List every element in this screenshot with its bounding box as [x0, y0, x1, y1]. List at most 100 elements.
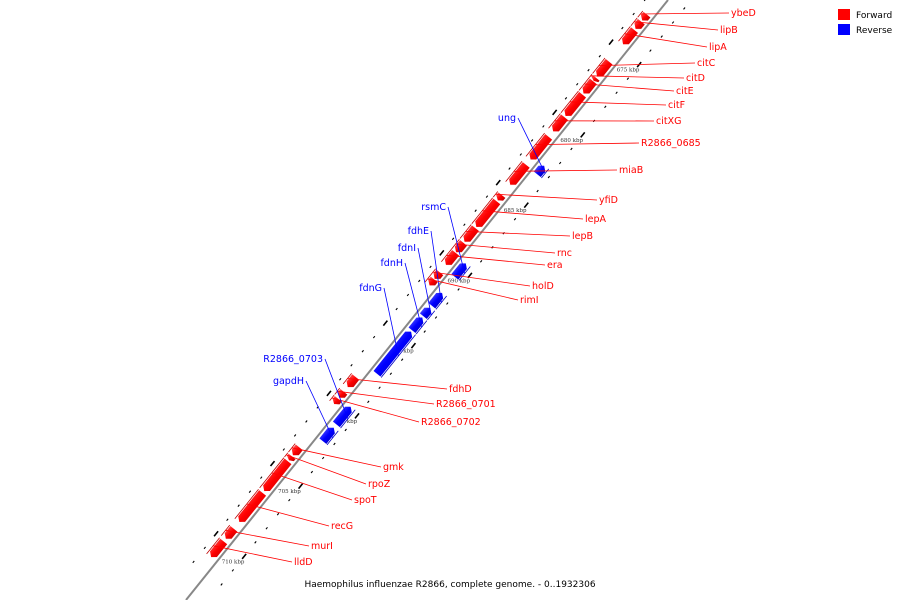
minor-tick-forward	[361, 349, 364, 353]
gene-gapdh-label[interactable]: gapdH	[273, 376, 304, 387]
minor-tick-reverse	[220, 583, 223, 586]
gene-ung-label[interactable]: ung	[498, 113, 516, 124]
gene-ybed-label[interactable]: ybeD	[731, 8, 756, 19]
gene-r2866-0702-label[interactable]: R2866_0702	[421, 417, 481, 428]
minor-tick-forward	[632, 12, 635, 16]
gene-r2866-0701-label[interactable]: R2866_0701	[436, 399, 496, 410]
legend-reverse-label: Reverse	[856, 26, 893, 36]
gene-rnc-label[interactable]: rnc	[557, 248, 572, 259]
gene-era-arrow[interactable]	[444, 249, 460, 266]
gene-muri-leader	[225, 529, 310, 547]
gene-ybed-arrow[interactable]	[640, 10, 652, 22]
minor-tick-reverse	[333, 442, 336, 446]
gene-gapdh-arrow[interactable]	[318, 427, 336, 445]
gene-citd-label[interactable]: citD	[686, 73, 705, 84]
minor-tick-reverse	[457, 288, 460, 291]
gene-miab-label[interactable]: miaB	[619, 165, 643, 176]
gene-r2866-0703-arrow[interactable]	[332, 405, 353, 429]
gene-lldd-arrow[interactable]	[209, 537, 229, 558]
gene-lipa-arrow[interactable]	[621, 26, 639, 45]
legend-forward-label: Forward	[856, 11, 892, 21]
minor-tick-forward	[237, 504, 240, 507]
minor-tick-forward	[587, 68, 590, 72]
gene-citc-arrow[interactable]	[595, 58, 614, 78]
genes	[206, 10, 652, 558]
gene-lepa-arrow[interactable]	[474, 197, 502, 228]
gene-hold-arrow[interactable]	[432, 268, 445, 280]
tick-label: 700 kbp	[335, 419, 358, 425]
gene-r2866-0703-label[interactable]: R2866_0703	[263, 354, 323, 365]
gene-cite-label[interactable]: citE	[676, 86, 694, 97]
gene-yfid-arrow[interactable]	[495, 191, 507, 202]
gene-fdni-arrow[interactable]	[418, 306, 432, 320]
gene-lipb-label[interactable]: lipB	[720, 25, 738, 36]
gene-cite-arrow[interactable]	[581, 77, 598, 95]
gene-lepb-label[interactable]: lepB	[572, 231, 593, 242]
gene-rimi-label[interactable]: rimI	[520, 295, 539, 306]
gene-muri-arrow[interactable]	[224, 525, 239, 540]
gene-muri-label[interactable]: murI	[311, 541, 333, 552]
gene-yfid-label[interactable]: yfiD	[599, 195, 618, 206]
gene-hold-label[interactable]: holD	[532, 281, 554, 292]
minor-tick-reverse	[558, 161, 562, 165]
gene-fdhd-label[interactable]: fdhD	[449, 384, 472, 395]
minor-tick-forward	[282, 448, 285, 451]
gene-yfid-leader	[495, 193, 598, 201]
gene-r2866-0701-leader	[337, 390, 435, 405]
minor-tick-reverse	[683, 7, 686, 10]
gene-spot-label[interactable]: spoT	[354, 495, 377, 506]
major-tick-reverse	[410, 342, 417, 349]
gene-citc-label[interactable]: citC	[697, 58, 716, 69]
minor-tick-forward	[372, 335, 376, 339]
gene-fdnh-label[interactable]: fdnH	[380, 258, 403, 269]
gene-rpoz-label[interactable]: rpoZ	[368, 479, 391, 490]
gene-fdni-label[interactable]: fdnI	[398, 243, 416, 254]
minor-tick-reverse	[378, 386, 381, 390]
gene-gmk-leader	[291, 447, 382, 468]
major-tick-reverse	[241, 553, 247, 560]
minor-tick-forward	[429, 265, 432, 269]
gene-rimi-arrow[interactable]	[427, 275, 439, 287]
gene-citxg-arrow[interactable]	[551, 113, 569, 133]
gene-r2866-0685-label[interactable]: R2866_0685	[641, 138, 701, 149]
gene-era-label[interactable]: era	[547, 260, 563, 271]
gene-citxg-label[interactable]: citXG	[656, 116, 681, 127]
minor-tick-forward	[293, 434, 297, 437]
gene-lipb-arrow[interactable]	[633, 18, 646, 30]
gene-r2866-0702-arrow[interactable]	[331, 395, 343, 406]
gene-citf-label[interactable]: citF	[668, 100, 685, 111]
minor-tick-forward	[643, 0, 646, 2]
gene-citf-arrow[interactable]	[563, 91, 587, 117]
gene-recg-arrow[interactable]	[237, 489, 267, 523]
gene-rpoz-arrow[interactable]	[286, 452, 297, 462]
scale-ticks: 675 kbp 680 kbp 685 kbp 690 kbp 695 kbp 700 k…	[192, 0, 686, 586]
gene-lepa-label[interactable]: lepA	[585, 214, 607, 225]
minor-tick-reverse	[265, 526, 268, 530]
gene-gmk-arrow[interactable]	[291, 443, 304, 456]
gene-lepb-arrow[interactable]	[462, 224, 480, 243]
gene-fdng-leader	[383, 287, 399, 357]
gene-fdhd-arrow[interactable]	[345, 373, 361, 388]
gene-rsmc-label[interactable]: rsmC	[421, 202, 446, 213]
gene-r2866-0702-leader	[331, 397, 420, 423]
gene-lldd-leader	[212, 545, 293, 563]
minor-tick-reverse	[231, 569, 235, 572]
gene-miab-arrow[interactable]	[508, 161, 531, 186]
gene-rnc-arrow[interactable]	[454, 239, 468, 253]
gene-fdhe-arrow[interactable]	[427, 292, 444, 310]
gene-fdng-label[interactable]: fdnG	[359, 283, 382, 294]
gene-r2866-0701-arrow[interactable]	[337, 388, 349, 399]
gene-lipa-label[interactable]: lipA	[709, 42, 727, 53]
gene-fdng-arrow[interactable]	[372, 330, 413, 378]
gene-lipa-leader	[624, 33, 708, 48]
major-tick-forward	[269, 460, 276, 467]
minor-tick-forward	[542, 125, 545, 128]
minor-tick-reverse	[479, 260, 483, 263]
minor-tick-forward	[203, 546, 206, 550]
gene-recg-label[interactable]: recG	[331, 521, 353, 532]
gene-fdhe-label[interactable]: fdhE	[408, 226, 429, 237]
gene-gmk-label[interactable]: gmk	[383, 462, 404, 473]
minor-tick-reverse	[389, 372, 393, 376]
minor-tick-forward	[406, 293, 410, 297]
gene-lldd-label[interactable]: lldD	[294, 557, 313, 568]
